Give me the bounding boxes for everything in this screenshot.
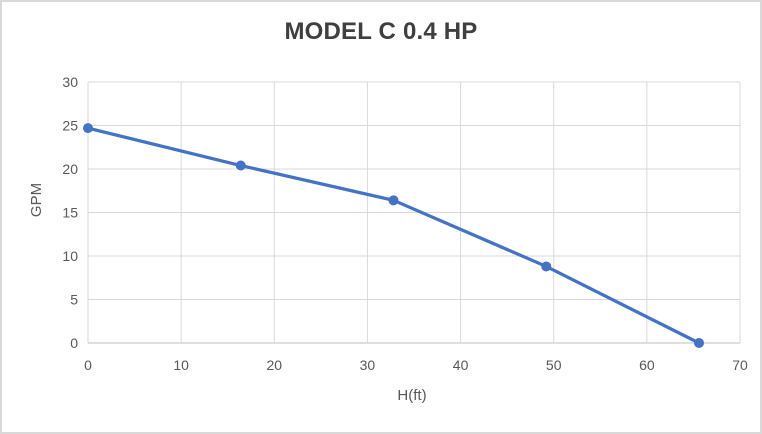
data-point-marker	[541, 261, 552, 272]
y-tick-label: 30	[62, 74, 78, 90]
y-axis-title: GPM	[28, 182, 45, 218]
x-tick-label: 20	[266, 357, 282, 373]
x-tick-label: 0	[84, 357, 92, 373]
y-tick-label: 5	[70, 292, 78, 308]
x-tick-label: 30	[360, 357, 376, 373]
y-tick-label: 10	[62, 248, 78, 264]
chart-title: MODEL C 0.4 HP	[284, 18, 478, 45]
data-point-marker	[694, 338, 705, 348]
y-tick-label: 25	[62, 118, 78, 134]
x-tick-label: 60	[639, 357, 655, 373]
x-tick-label: 70	[732, 357, 748, 373]
x-tick-label: 50	[546, 357, 562, 373]
x-tick-label: 10	[173, 357, 189, 373]
x-axis-title: H(ft)	[397, 387, 427, 404]
data-series-line	[86, 126, 701, 345]
data-point-marker	[235, 160, 246, 171]
data-point-marker	[388, 195, 399, 206]
y-tick-label: 20	[62, 161, 78, 177]
y-tick-label: 0	[70, 335, 78, 351]
data-point-marker	[83, 123, 93, 134]
y-tick-label: 15	[62, 205, 78, 221]
x-tick-label: 40	[453, 357, 469, 373]
